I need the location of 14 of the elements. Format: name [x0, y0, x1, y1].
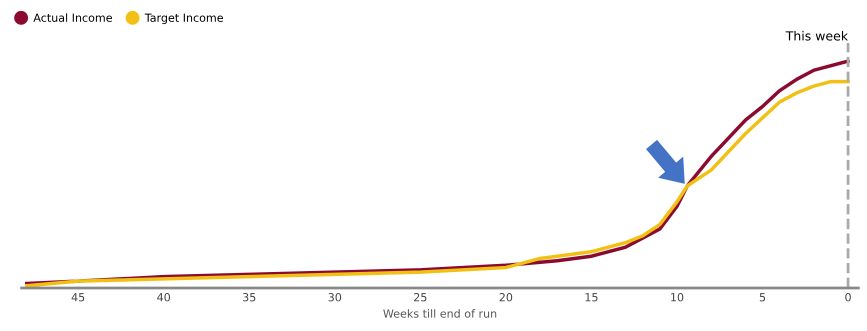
- x-tick-label: 25: [414, 293, 426, 302]
- x-tick-label: 30: [328, 293, 342, 302]
- x-tick-label: 40: [157, 293, 170, 302]
- x-tick-label: 20: [500, 293, 512, 302]
- x-tick-label: 10: [671, 293, 684, 302]
- legend-label: Actual Income: [33, 13, 112, 22]
- x-tick-label: 15: [586, 293, 598, 302]
- x-axis-title: Weeks till end of run: [383, 309, 496, 318]
- ref-line-label: This week: [786, 30, 848, 41]
- x-tick-label: 5: [760, 293, 766, 302]
- x-tick-label: 45: [72, 293, 84, 302]
- legend-label: Target Income: [144, 14, 223, 24]
- x-tick-label: 35: [243, 293, 256, 302]
- x-tick-label: 0: [845, 293, 851, 302]
